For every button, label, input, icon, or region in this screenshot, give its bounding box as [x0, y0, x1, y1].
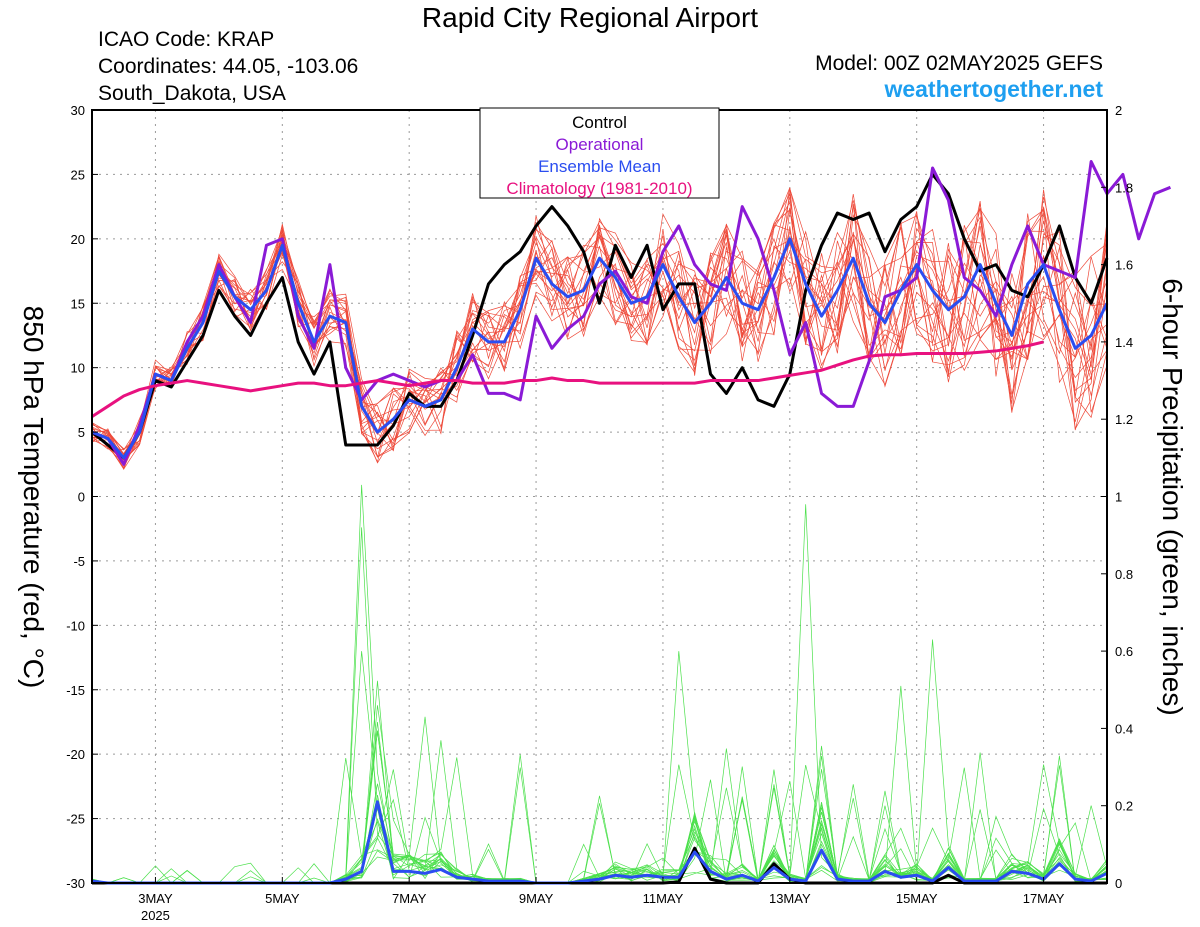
left-tick-label: 20: [71, 232, 85, 247]
x-tick-label: 7MAY: [392, 891, 427, 906]
right-tick-label: 0.4: [1115, 721, 1133, 736]
ensemble-member-temp-line: [91, 200, 1108, 464]
ensemble-member-temp-line: [91, 192, 1108, 467]
x-tick-label: 17MAY: [1023, 891, 1065, 906]
legend-entry: Control: [572, 113, 627, 132]
right-tick-label: 1.2: [1115, 412, 1133, 427]
ensemble-member-precip-line: [91, 651, 1108, 884]
chart-title: Rapid City Regional Airport: [421, 2, 759, 33]
right-tick-label: 0: [1115, 876, 1122, 891]
left-tick-label: -15: [66, 683, 85, 698]
left-tick-label: 0: [78, 490, 85, 505]
y-axis-label-precipitation: 6-hour Precipitation (green, inches): [1157, 278, 1188, 716]
left-tick-label: -25: [66, 812, 85, 827]
right-tick-label: 0.8: [1115, 567, 1133, 582]
legend-box: [479, 107, 720, 199]
x-tick-year-label: 2025: [141, 908, 170, 923]
left-tick-label: -5: [73, 554, 85, 569]
right-tick-label: 1.4: [1115, 335, 1133, 350]
ensemble-member-precip-line: [91, 685, 1108, 884]
location-label: South_Dakota, USA: [98, 82, 286, 105]
legend-entry: Climatology (1981-2010): [506, 179, 692, 198]
ensemble-member-temp-line: [91, 202, 1108, 459]
left-tick-label: 5: [78, 425, 85, 440]
x-tick-label: 3MAY: [138, 891, 173, 906]
temp-climatology-line: [91, 340, 1044, 418]
right-tick-label: 1.6: [1115, 258, 1133, 273]
x-tick-label: 9MAY: [519, 891, 554, 906]
y-axis-label-temperature: 850 hPa Temperature (red, °C): [18, 305, 49, 689]
ensemble-member-precip-line: [91, 680, 1108, 884]
left-tick-label: -20: [66, 747, 85, 762]
ensemble-member-precip-line: [91, 651, 1108, 884]
right-tick-label: 2: [1115, 103, 1122, 118]
site-link[interactable]: weathertogether.net: [884, 76, 1103, 102]
x-tick-label: 13MAY: [769, 891, 811, 906]
series-lines: [91, 160, 1172, 885]
left-tick-label: -30: [66, 876, 85, 891]
right-tick-label: 1.8: [1115, 180, 1133, 195]
ensemble-member-precip-line: [91, 705, 1108, 884]
ensemble-member-temp-line: [91, 206, 1108, 461]
right-tick-label: 1: [1115, 490, 1122, 505]
ensemble-member-precip-lines: [91, 484, 1108, 884]
right-tick-label: 0.6: [1115, 644, 1133, 659]
left-tick-label: 25: [71, 167, 85, 182]
legend: Control Operational Ensemble Mean Climatolo…: [479, 107, 720, 199]
coordinates-label: Coordinates: 44.05, -103.06: [98, 55, 359, 78]
left-tick-label: 10: [71, 361, 85, 376]
ensemble-member-temp-line: [91, 228, 1108, 469]
ensemble-member-precip-line: [91, 527, 1108, 884]
ensemble-member-temp-line: [91, 194, 1108, 456]
left-tick-label: -10: [66, 618, 85, 633]
ensemble-member-temp-line: [91, 224, 1108, 451]
right-tick-label: 0.2: [1115, 799, 1133, 814]
legend-entry: Ensemble Mean: [538, 157, 661, 176]
temp-ensemble-mean-line: [91, 237, 1109, 460]
icao-code-label: ICAO Code: KRAP: [98, 28, 275, 51]
legend-entry: Operational: [556, 135, 644, 154]
ensemble-member-temp-line: [91, 209, 1108, 452]
x-tick-label: 11MAY: [643, 891, 684, 906]
x-tick-label: 5MAY: [265, 891, 300, 906]
model-run-label: Model: 00Z 02MAY2025 GEFS: [815, 52, 1103, 75]
ensemble-member-precip-line: [91, 639, 1108, 884]
x-tick-label: 15MAY: [896, 891, 938, 906]
left-tick-label: 30: [71, 103, 85, 118]
left-tick-label: 15: [71, 296, 85, 311]
temp-operational-line: [91, 160, 1172, 466]
